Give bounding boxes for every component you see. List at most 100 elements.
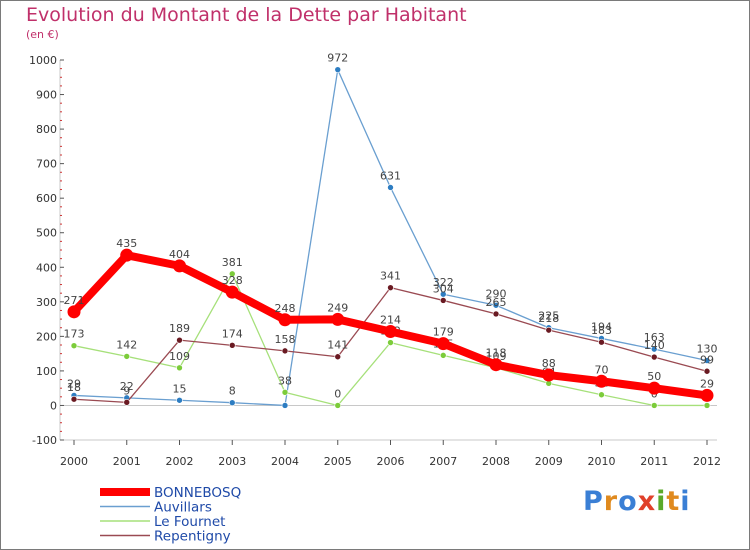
data-label: 435 xyxy=(116,237,137,250)
data-point xyxy=(703,367,711,375)
data-point xyxy=(70,342,78,349)
data-point xyxy=(492,310,500,318)
data-label: 163 xyxy=(644,331,665,344)
y-tick-label: -100 xyxy=(32,434,57,447)
data-label: 404 xyxy=(169,248,190,261)
data-point xyxy=(598,338,605,346)
y-tick-label: 400 xyxy=(36,261,57,274)
data-label: 174 xyxy=(222,327,243,340)
logo-letter: P xyxy=(583,486,604,517)
data-point xyxy=(228,342,236,349)
data-point xyxy=(489,358,503,372)
data-point xyxy=(703,357,711,364)
data-point xyxy=(439,297,447,304)
legend-label: Le Fournet xyxy=(154,514,225,530)
logo-letter: x xyxy=(637,486,657,517)
data-label: 50 xyxy=(647,370,661,383)
data-point xyxy=(387,184,394,191)
data-label: 304 xyxy=(433,282,454,295)
data-point xyxy=(334,402,342,409)
data-label: 130 xyxy=(697,343,718,356)
data-label: 29 xyxy=(700,377,714,390)
x-tick-label: 2005 xyxy=(324,455,352,468)
data-point xyxy=(384,325,397,339)
data-label: 265 xyxy=(486,296,507,309)
data-point xyxy=(176,336,183,344)
data-point xyxy=(173,259,186,273)
x-tick-label: 2008 xyxy=(482,455,510,468)
data-point xyxy=(387,284,394,291)
data-point xyxy=(225,285,239,299)
data-label: 99 xyxy=(700,353,714,366)
y-tick-label: 500 xyxy=(36,227,57,240)
data-label: 38 xyxy=(278,374,292,387)
data-point xyxy=(650,402,658,409)
data-point xyxy=(120,248,134,262)
proxiti-logo: Proxiti xyxy=(583,486,691,517)
data-point xyxy=(67,305,81,319)
data-point xyxy=(278,313,292,327)
x-tick-label: 2004 xyxy=(271,455,299,468)
data-label: 142 xyxy=(116,338,137,351)
data-point xyxy=(439,352,447,359)
data-label: 173 xyxy=(64,328,85,341)
y-tick-label: 800 xyxy=(36,123,57,136)
data-label: 118 xyxy=(486,347,507,360)
x-tick-label: 2010 xyxy=(588,455,616,468)
data-point xyxy=(492,301,500,309)
data-point xyxy=(281,347,289,355)
data-point xyxy=(334,353,342,361)
data-label: 141 xyxy=(327,339,348,352)
data-point xyxy=(647,381,661,395)
chart-axes: -100010020030040050060070080090010002000… xyxy=(29,54,721,468)
x-tick-label: 2006 xyxy=(377,455,405,468)
data-label: 631 xyxy=(380,169,401,182)
data-point xyxy=(595,374,608,388)
legend-label: Repentigny xyxy=(154,529,231,545)
data-label: 381 xyxy=(222,256,243,269)
data-point xyxy=(545,326,553,334)
x-tick-label: 2011 xyxy=(640,455,668,468)
y-tick-label: 300 xyxy=(36,296,57,309)
data-label: 218 xyxy=(538,312,559,325)
y-tick-label: 1000 xyxy=(29,54,57,67)
logo-letter: o xyxy=(618,486,638,517)
data-point xyxy=(598,391,605,399)
series-bonnebosq: 271 435 404 328 248 249 214 179 118 88 70 50 29 xyxy=(64,237,714,402)
data-label: 8 xyxy=(229,385,236,398)
y-tick-label: 900 xyxy=(36,89,57,102)
logo-letter: i xyxy=(656,486,667,517)
x-tick-label: 2001 xyxy=(113,455,141,468)
data-label: 189 xyxy=(169,322,190,335)
data-point xyxy=(228,399,236,406)
data-point xyxy=(176,364,183,372)
data-point xyxy=(650,353,658,361)
data-point xyxy=(281,389,289,396)
data-label: 972 xyxy=(327,52,348,65)
y-tick-label: 700 xyxy=(36,158,57,171)
x-tick-label: 2003 xyxy=(218,455,246,468)
data-point xyxy=(228,270,236,278)
data-point xyxy=(700,388,714,402)
data-label: 29 xyxy=(67,377,81,390)
x-tick-label: 2000 xyxy=(60,455,88,468)
data-label: 249 xyxy=(327,301,348,314)
data-point xyxy=(703,402,711,409)
data-label: 18 xyxy=(67,381,81,394)
data-label: 271 xyxy=(64,294,85,307)
data-label: 158 xyxy=(275,333,296,346)
logo-letter: i xyxy=(680,486,691,517)
data-point xyxy=(281,402,289,409)
data-point xyxy=(334,66,342,73)
data-point xyxy=(387,339,394,346)
data-point xyxy=(123,399,131,406)
data-point xyxy=(176,396,183,404)
legend-label: BONNEBOSQ xyxy=(154,485,241,501)
chart-title: Evolution du Montant de la Dette par Hab… xyxy=(26,4,467,26)
data-point xyxy=(331,312,345,326)
data-point xyxy=(123,353,131,360)
data-label: 322 xyxy=(433,276,454,289)
